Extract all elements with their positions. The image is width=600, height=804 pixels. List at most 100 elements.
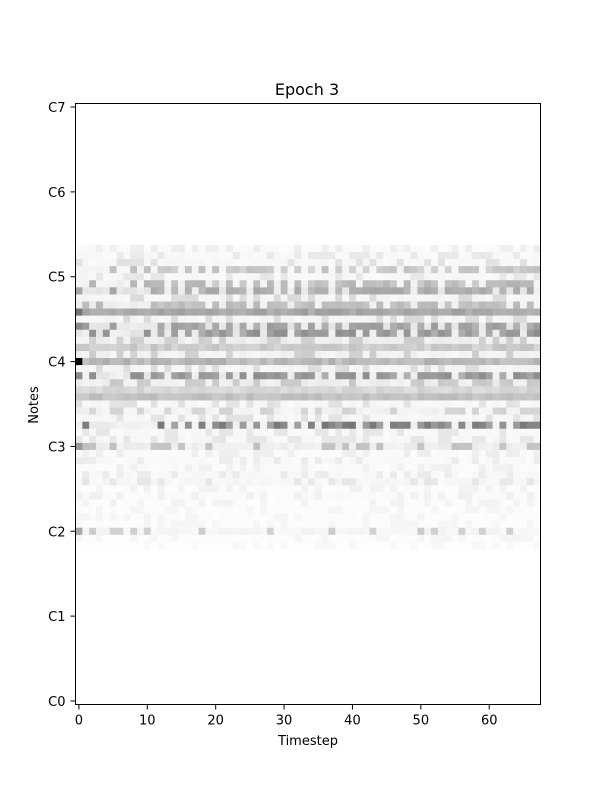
heatmap-cell bbox=[390, 492, 398, 500]
heatmap-cell bbox=[96, 308, 104, 316]
heatmap-cell bbox=[499, 379, 507, 387]
heatmap-cell bbox=[431, 457, 439, 465]
heatmap-cell bbox=[396, 386, 405, 394]
heatmap-cell bbox=[75, 492, 83, 500]
heatmap-cell bbox=[96, 322, 104, 331]
heatmap-cell bbox=[130, 534, 138, 543]
heatmap-cell bbox=[314, 266, 322, 274]
heatmap-cell bbox=[123, 449, 131, 458]
heatmap-cell bbox=[253, 428, 261, 437]
heatmap-cell bbox=[485, 259, 493, 267]
heatmap-cell bbox=[219, 442, 227, 451]
heatmap-cell bbox=[369, 266, 377, 274]
heatmap-cell bbox=[75, 407, 83, 415]
heatmap-cell bbox=[219, 379, 227, 387]
heatmap-cell bbox=[472, 308, 480, 316]
heatmap-cell bbox=[266, 421, 275, 430]
heatmap-cell bbox=[383, 520, 391, 529]
heatmap-cell bbox=[308, 259, 316, 267]
heatmap-cell bbox=[355, 336, 364, 345]
heatmap-cell bbox=[458, 457, 466, 465]
heatmap-cell bbox=[266, 471, 275, 479]
heatmap-cell bbox=[96, 478, 104, 486]
heatmap-cell bbox=[171, 428, 179, 437]
heatmap-cell bbox=[342, 273, 350, 281]
heatmap-cell bbox=[150, 336, 158, 345]
heatmap-cell bbox=[219, 336, 227, 345]
heatmap-cell bbox=[96, 428, 104, 437]
heatmap-cell bbox=[355, 534, 364, 543]
heatmap-cell bbox=[410, 379, 418, 387]
heatmap-cell bbox=[362, 478, 370, 486]
heatmap-cell bbox=[164, 527, 172, 536]
heatmap-cell bbox=[465, 485, 473, 493]
heatmap-cell bbox=[328, 457, 336, 465]
heatmap-cell bbox=[178, 513, 186, 521]
heatmap-cell bbox=[102, 485, 110, 493]
heatmap-cell bbox=[437, 266, 446, 274]
heatmap-cell bbox=[109, 464, 117, 472]
heatmap-cell bbox=[472, 400, 480, 408]
heatmap-cell bbox=[212, 343, 220, 352]
heatmap-cell bbox=[89, 492, 97, 500]
heatmap-cell bbox=[232, 244, 240, 253]
heatmap-cell bbox=[150, 244, 158, 253]
heatmap-cell bbox=[232, 365, 240, 373]
heatmap-cell bbox=[499, 435, 507, 444]
heatmap-cell bbox=[75, 365, 83, 373]
heatmap-cell bbox=[96, 492, 104, 500]
heatmap-cell bbox=[328, 322, 336, 331]
heatmap-cell bbox=[383, 449, 391, 458]
heatmap-cell bbox=[266, 343, 275, 352]
heatmap-cell bbox=[75, 414, 83, 422]
heatmap-cell bbox=[164, 393, 172, 401]
heatmap-cell bbox=[451, 336, 459, 345]
heatmap-cell bbox=[157, 315, 165, 323]
heatmap-cell bbox=[526, 442, 534, 451]
heatmap-cell bbox=[184, 421, 193, 430]
heatmap-cell bbox=[458, 259, 466, 267]
heatmap-cell bbox=[205, 343, 213, 352]
heatmap-cell bbox=[225, 428, 234, 437]
heatmap-cell bbox=[403, 449, 411, 458]
heatmap-cell bbox=[287, 259, 295, 267]
heatmap-cell bbox=[89, 478, 97, 486]
heatmap-cell bbox=[424, 499, 432, 507]
heatmap-cell bbox=[506, 251, 514, 260]
heatmap-cell bbox=[287, 457, 295, 465]
heatmap-cell bbox=[349, 442, 357, 451]
heatmap-cell bbox=[396, 301, 405, 309]
heatmap-cell bbox=[232, 414, 240, 422]
heatmap-cell bbox=[89, 407, 97, 415]
heatmap-cell bbox=[184, 478, 193, 486]
heatmap-cell bbox=[506, 287, 514, 295]
heatmap-cell bbox=[184, 407, 193, 415]
heatmap-cell bbox=[123, 372, 131, 380]
heatmap-cell bbox=[396, 527, 405, 536]
heatmap-cell bbox=[465, 251, 473, 260]
heatmap-cell bbox=[253, 471, 261, 479]
heatmap-cell bbox=[102, 464, 110, 472]
heatmap-cell bbox=[137, 457, 145, 465]
heatmap-cell bbox=[478, 365, 487, 373]
heatmap-cell bbox=[212, 499, 220, 507]
heatmap-cell bbox=[102, 315, 110, 323]
heatmap-cell bbox=[314, 273, 322, 281]
heatmap-cell bbox=[178, 379, 186, 387]
heatmap-cell bbox=[225, 379, 234, 387]
heatmap-cell bbox=[410, 428, 418, 437]
y-axis-label: Notes bbox=[27, 386, 42, 424]
heatmap-cell bbox=[506, 471, 514, 479]
heatmap-cell bbox=[321, 259, 329, 267]
heatmap-cell bbox=[287, 350, 295, 359]
heatmap-cell bbox=[328, 379, 336, 387]
heatmap-cell bbox=[157, 527, 165, 536]
heatmap-cell bbox=[219, 471, 227, 479]
heatmap-cell bbox=[369, 294, 377, 302]
heatmap-cell bbox=[308, 386, 316, 394]
heatmap-cell bbox=[308, 499, 316, 507]
heatmap-cell bbox=[383, 372, 391, 380]
heatmap-cell bbox=[458, 442, 466, 451]
